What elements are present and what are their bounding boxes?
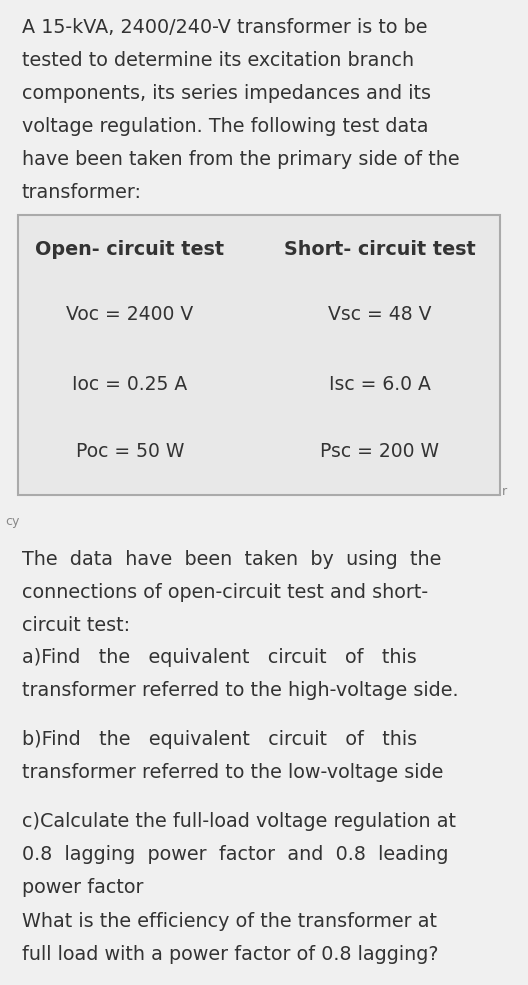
Text: cy: cy [5,515,20,528]
Text: Psc = 200 W: Psc = 200 W [320,442,439,461]
Text: 0.8  lagging  power  factor  and  0.8  leading: 0.8 lagging power factor and 0.8 leading [22,845,448,864]
Text: components, its series impedances and its: components, its series impedances and it… [22,84,431,103]
Text: Voc = 2400 V: Voc = 2400 V [67,305,194,324]
Text: A 15-kVA, 2400/240-V transformer is to be: A 15-kVA, 2400/240-V transformer is to b… [22,18,428,37]
Text: c)Calculate the full-load voltage regulation at: c)Calculate the full-load voltage regula… [22,812,456,831]
Text: Short- circuit test: Short- circuit test [284,240,476,259]
Text: transformer referred to the high-voltage side.: transformer referred to the high-voltage… [22,681,459,700]
Text: transformer:: transformer: [22,183,142,202]
Text: What is the efficiency of the transformer at: What is the efficiency of the transforme… [22,912,437,931]
Text: circuit test:: circuit test: [22,616,130,635]
Text: Ioc = 0.25 A: Ioc = 0.25 A [72,375,187,394]
Text: tested to determine its excitation branch: tested to determine its excitation branc… [22,51,414,70]
Text: Open- circuit test: Open- circuit test [35,240,224,259]
Text: have been taken from the primary side of the: have been taken from the primary side of… [22,150,460,169]
Text: full load with a power factor of 0.8 lagging?: full load with a power factor of 0.8 lag… [22,945,438,964]
Bar [18,215,500,495]
Text: voltage regulation. The following test data: voltage regulation. The following test d… [22,117,429,136]
Text: transformer referred to the low-voltage side: transformer referred to the low-voltage … [22,763,444,782]
Text: power factor: power factor [22,878,144,897]
Text: Poc = 50 W: Poc = 50 W [76,442,184,461]
Text: b)Find   the   equivalent   circuit   of   this: b)Find the equivalent circuit of this [22,730,417,749]
Text: connections of open-circuit test and short-: connections of open-circuit test and sho… [22,583,428,602]
Text: Vsc = 48 V: Vsc = 48 V [328,305,432,324]
Text: Isc = 6.0 A: Isc = 6.0 A [329,375,431,394]
Text: a)Find   the   equivalent   circuit   of   this: a)Find the equivalent circuit of this [22,648,417,667]
Text: r: r [502,485,507,498]
Text: The  data  have  been  taken  by  using  the: The data have been taken by using the [22,550,441,569]
